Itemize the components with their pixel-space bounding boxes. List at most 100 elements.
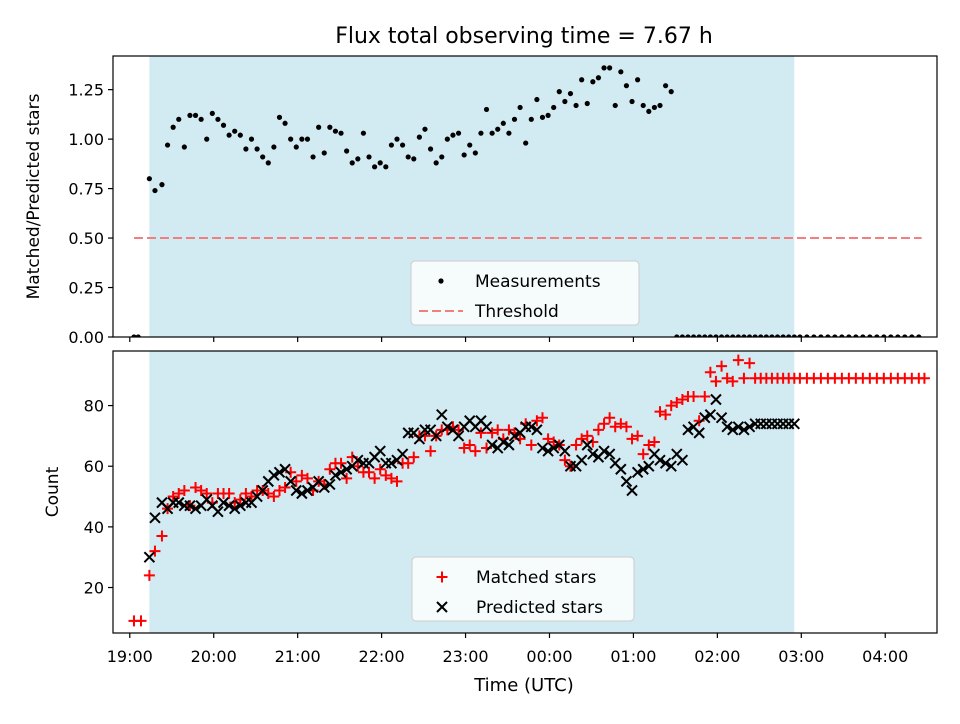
- matched-point: [604, 412, 616, 424]
- predicted-point: [615, 463, 627, 475]
- data-point: [478, 130, 484, 136]
- data-point: [724, 334, 730, 337]
- data-point: [338, 130, 344, 136]
- matched-point: [626, 433, 638, 445]
- data-point: [232, 128, 238, 134]
- data-point: [399, 142, 406, 148]
- data-point: [646, 108, 652, 115]
- data-point: [444, 136, 450, 142]
- legend-box: [411, 556, 635, 622]
- predicted-point: [654, 454, 666, 466]
- predicted-point: [396, 448, 409, 460]
- x-axis-label: Time (UTC): [473, 675, 574, 696]
- data-point: [327, 124, 333, 130]
- data-point: [579, 77, 585, 83]
- x-tick-label: 20:00: [191, 647, 237, 666]
- data-point: [888, 334, 894, 337]
- data-point: [164, 142, 171, 148]
- matched-point: [279, 481, 291, 493]
- matched-point: [559, 454, 571, 466]
- predicted-point: [256, 484, 269, 497]
- data-point: [573, 102, 579, 109]
- matched-point: [391, 475, 403, 487]
- matched-point: [609, 421, 621, 433]
- y-axis-label: Count: [43, 466, 63, 517]
- data-point: [618, 69, 624, 75]
- data-point: [455, 130, 462, 136]
- matched-point: [536, 412, 548, 424]
- legend-marker: [436, 571, 448, 583]
- data-point: [388, 142, 394, 148]
- matched-point: [469, 445, 481, 457]
- predicted-point: [497, 436, 510, 448]
- predicted-point: [559, 445, 571, 457]
- predicted-point: [721, 421, 733, 433]
- data-point: [718, 334, 725, 337]
- data-point: [567, 90, 574, 97]
- matched-point: [503, 424, 515, 436]
- x-tick-label: 21:00: [275, 647, 321, 666]
- data-point: [321, 150, 327, 156]
- matched-point: [190, 481, 202, 493]
- data-point: [612, 102, 618, 109]
- data-point: [651, 104, 658, 111]
- data-point: [707, 334, 713, 337]
- data-point: [679, 334, 685, 337]
- data-point: [265, 160, 271, 166]
- predicted-point: [743, 421, 756, 433]
- predicted-point: [531, 424, 543, 436]
- predicted-point: [693, 427, 705, 439]
- predicted-point: [217, 496, 230, 509]
- matched-point: [363, 466, 375, 478]
- data-point: [780, 334, 786, 337]
- data-point: [500, 120, 506, 126]
- data-point: [416, 134, 422, 140]
- predicted-point: [587, 448, 599, 460]
- data-point: [517, 104, 523, 111]
- data-point: [159, 182, 165, 188]
- data-point: [668, 89, 674, 95]
- predicted-point: [704, 408, 717, 421]
- data-point: [304, 136, 311, 142]
- data-point: [215, 116, 221, 122]
- data-point: [316, 124, 322, 130]
- data-point: [902, 334, 908, 337]
- predicted-point: [143, 551, 156, 563]
- predicted-point: [626, 484, 638, 497]
- data-point: [360, 130, 367, 136]
- y-tick-label: 80: [84, 397, 104, 416]
- data-point: [774, 334, 781, 337]
- matched-point: [576, 433, 588, 445]
- data-point: [916, 334, 922, 337]
- matched-point: [716, 360, 728, 372]
- data-point: [758, 334, 764, 337]
- data-point: [895, 334, 901, 337]
- predicted-point: [631, 466, 644, 478]
- data-point: [690, 334, 697, 337]
- predicted-point: [189, 502, 202, 515]
- matched-point: [704, 366, 716, 378]
- y-tick-label: 1.25: [68, 81, 104, 100]
- predicted-point: [603, 448, 616, 460]
- predicted-point: [385, 457, 398, 469]
- legend: Matched stars Predicted stars: [411, 556, 635, 622]
- matched-point: [710, 375, 722, 387]
- data-point: [310, 154, 316, 160]
- matched-point: [341, 472, 353, 484]
- matched-point: [592, 424, 604, 436]
- matched-point: [486, 427, 498, 439]
- x-tick-label: 23:00: [442, 647, 488, 666]
- data-point: [489, 130, 495, 136]
- data-point: [860, 334, 866, 337]
- matched-point: [676, 394, 688, 406]
- data-point: [146, 176, 152, 182]
- data-point: [152, 187, 158, 194]
- data-point: [590, 79, 596, 85]
- data-point: [187, 112, 193, 118]
- data-point: [422, 126, 428, 132]
- data-point: [176, 116, 182, 122]
- predicted-point: [581, 439, 593, 451]
- data-point: [556, 89, 562, 95]
- predicted-point: [149, 512, 161, 524]
- predicted-point: [430, 430, 442, 442]
